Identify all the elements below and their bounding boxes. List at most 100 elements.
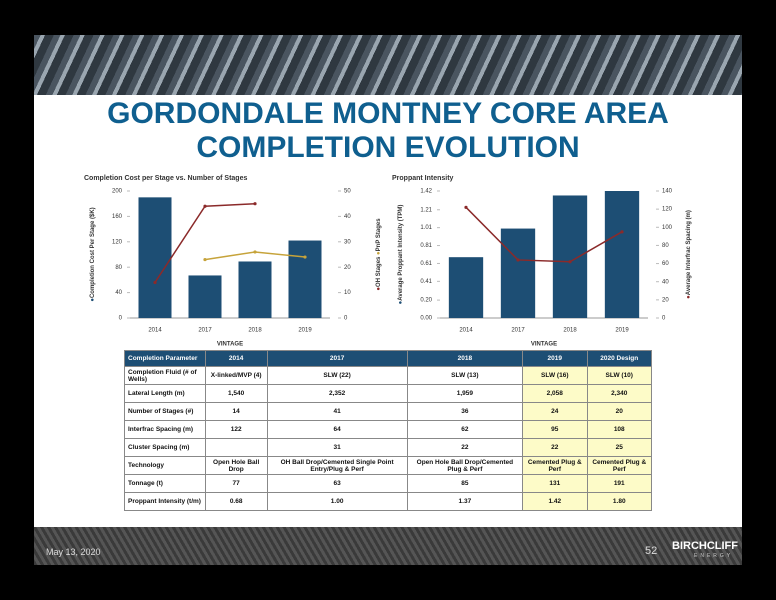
footer: May 13, 2020 52 BIRCHCLIFF ENERGY [34,527,742,565]
table-cell: Interfrac Spacing (m) [124,420,206,439]
table-cell: 24 [522,402,588,421]
header-cell: 2014 [204,350,268,367]
x-tick-label: 2019 [615,328,629,334]
table-cell: X-linked/MVP (4) [204,366,268,385]
y2-axis-title: ●OH Stages ●PnP Stages [376,218,382,291]
table-cell: 1,540 [204,384,268,403]
x-tick-label: 2014 [148,328,162,334]
y-axis-title: ●Average Proppant Intensity (TPM) [398,205,404,305]
table-cell: 36 [406,402,524,421]
table-cell: 2,058 [522,384,588,403]
line-point [203,204,207,208]
y2-tick-label: 50 [344,189,351,195]
table-cell: 191 [586,474,652,493]
line-point [253,250,257,254]
y-tick-label: 200 [112,189,123,195]
header-cell: Completion Parameter [124,350,206,367]
bar [500,228,536,318]
line-point [568,260,572,264]
y2-tick-label: 10 [344,290,351,296]
y-tick-label: 40 [115,290,122,296]
table-cell: 1.42 [522,492,588,511]
y-tick-label: 160 [112,214,123,220]
table-cell: Lateral Length (m) [124,384,206,403]
table-cell: 2,352 [266,384,408,403]
line-point [303,255,307,259]
y-tick-label: 0.81 [420,243,432,249]
series-name: OH Stages [376,256,382,287]
table-cell: Number of Stages (#) [124,402,206,421]
table-cell: Tonnage (t) [124,474,206,493]
table-cell: 122 [204,420,268,439]
logo: BIRCHCLIFF [672,540,738,552]
y2-tick-label: 140 [662,189,673,195]
y-tick-label: 0.61 [420,261,432,267]
table-cell: Completion Fluid (# of Wells) [124,366,206,385]
y-tick-label: 120 [112,239,123,245]
data-table: Completion Parameter 2014 2017 2018 2019 2020… [124,350,652,511]
series-name: Average Proppant Intensity (TPM) [398,205,404,301]
x-tick-label: 2018 [248,328,262,334]
page-number: 52 [645,545,658,557]
bar [448,257,484,318]
table-cell: 62 [406,420,524,439]
y2-tick-label: 0 [662,316,666,322]
table-cell: SLW (16) [522,366,588,385]
header-cell: 2017 [266,350,408,367]
table-cell: Open Hole Ball Drop/Cemented Plug & Perf [406,456,524,475]
header-photo [34,35,742,95]
x-tick-label: 2018 [563,328,577,334]
table-cell: 1,959 [406,384,524,403]
table-cell: Technology [124,456,206,475]
header-cell: 2020 Design [586,350,652,367]
table-cell: Cluster Spacing (m) [124,438,206,457]
series-name: Completion Cost Per Stage ($K) [90,207,96,298]
footer-date: May 13, 2020 [46,547,101,557]
table-cell: 1.80 [586,492,652,511]
y-axis-title: ●Completion Cost Per Stage ($K) [90,207,96,301]
table-cell: 31 [266,438,408,457]
table-cell: 14 [204,402,268,421]
series-name: PnP Stages [376,218,382,252]
table-cell: 77 [204,474,268,493]
line-series [465,206,623,263]
table-cell: Cemented Plug & Perf [522,456,588,475]
table-cell: 63 [266,474,408,493]
y2-tick-label: 20 [662,297,669,303]
y-tick-label: 0.41 [420,279,432,285]
line-point [203,257,207,262]
x-tick-label: 2019 [298,328,312,334]
table-cell: 22 [522,438,588,457]
table-cell: Proppant Intensity (t/m) [124,492,206,511]
y2-tick-label: 100 [662,225,673,231]
table-cell: 131 [522,474,588,493]
slide-title: GORDONDALE MONTNEY CORE AREA COMPLETION … [34,97,742,165]
y-tick-label: 1.21 [420,207,432,213]
y2-tick-label: 120 [662,207,673,213]
table-cell: 1.00 [266,492,408,511]
bar [604,191,640,318]
y2-tick-label: 80 [662,243,669,249]
y-tick-label: 0.20 [420,298,432,304]
line-point [253,202,257,206]
table-cell: SLW (22) [266,366,408,385]
table-cell: 64 [266,420,408,439]
table-cell: SLW (13) [406,366,524,385]
line-point [620,230,624,234]
y-tick-label: 0.00 [420,316,432,322]
table-cell: Open Hole Ball Drop [204,456,268,475]
bar [552,195,588,318]
bar [238,261,272,318]
x-tick-label: 2017 [198,328,212,334]
table-cell [204,438,268,457]
chart-title: Completion Cost per Stage vs. Number of … [84,175,247,182]
x-axis-title: VINTAGE [217,342,243,348]
x-axis-title: VINTAGE [531,342,557,348]
y2-axis-title: ●Average Interfrac Spacing (m) [686,210,692,299]
line-point [516,258,520,262]
table-cell: 41 [266,402,408,421]
y2-tick-label: 0 [344,316,348,322]
bar [288,240,322,318]
table-cell: 25 [586,438,652,457]
